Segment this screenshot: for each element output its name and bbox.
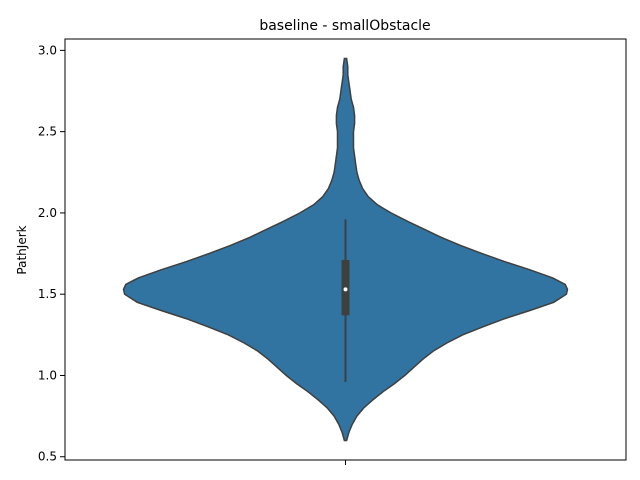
y-axis-label: PathJerk bbox=[15, 225, 29, 274]
y-tick-label: 2.0 bbox=[38, 206, 57, 220]
y-tick-label: 1.0 bbox=[38, 368, 57, 382]
y-tick-label: 2.5 bbox=[38, 125, 57, 139]
violin-median-marker bbox=[343, 287, 348, 292]
y-tick-label: 3.0 bbox=[38, 43, 57, 57]
plot-area bbox=[122, 57, 569, 442]
chart-title: baseline - smallObstacle bbox=[259, 18, 430, 34]
y-tick-label: 1.5 bbox=[38, 287, 57, 301]
y-tick-label: 0.5 bbox=[38, 450, 57, 464]
